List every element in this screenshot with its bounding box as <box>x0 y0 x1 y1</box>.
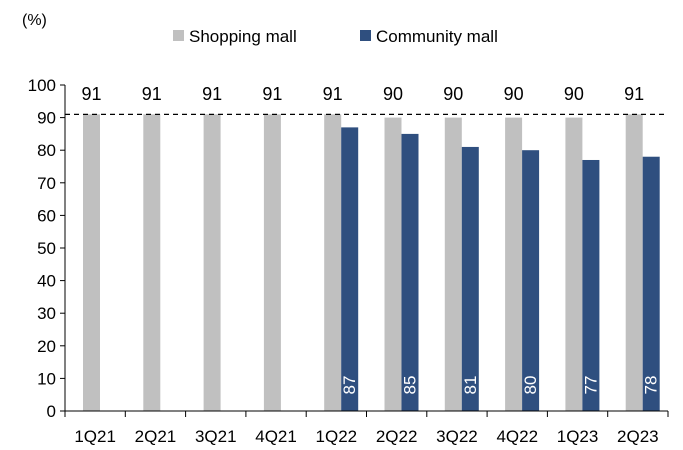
x-tick-label: 4Q22 <box>496 427 538 446</box>
x-tick-label: 2Q23 <box>617 427 659 446</box>
data-label-community-mall: 81 <box>461 376 480 395</box>
bar-shopping-mall <box>83 114 100 411</box>
legend-swatch-community-mall <box>360 30 371 41</box>
data-labels: 91 91 91 91 91 87 90 85 90 81 90 80 90 77 91 78 <box>81 84 660 394</box>
data-label-shopping-mall: 91 <box>323 84 343 104</box>
x-tick-label: 3Q22 <box>436 427 478 446</box>
legend-label-shopping-mall: Shopping mall <box>189 27 297 46</box>
x-axis: 1Q21 2Q21 3Q21 4Q21 1Q22 2Q22 3Q22 4Q22 1Q23 2Q23 <box>64 410 669 446</box>
data-label-shopping-mall: 90 <box>443 84 463 104</box>
y-tick-label: 0 <box>47 402 56 421</box>
bar-shopping-mall <box>565 117 583 411</box>
data-label-shopping-mall: 91 <box>142 84 162 104</box>
y-axis: 0 10 20 30 40 50 60 70 80 90 100 <box>28 76 66 421</box>
bar-shopping-mall <box>505 117 523 411</box>
data-label-shopping-mall: 91 <box>262 84 282 104</box>
bar-shopping-mall <box>384 117 402 411</box>
y-tick-label: 10 <box>37 369 56 388</box>
bar-shopping-mall <box>625 114 643 411</box>
bar-shopping-mall <box>203 114 221 411</box>
data-label-community-mall: 87 <box>340 376 359 395</box>
y-tick-label: 30 <box>37 304 56 323</box>
x-tick-label: 3Q21 <box>195 427 237 446</box>
legend-label-community-mall: Community mall <box>376 27 498 46</box>
bars <box>83 114 660 411</box>
bar-community-mall <box>522 150 540 411</box>
bar-shopping-mall <box>263 114 281 411</box>
bar-community-mall <box>642 156 660 411</box>
data-label-shopping-mall: 91 <box>624 84 644 104</box>
x-tick-label: 2Q21 <box>135 427 177 446</box>
data-label-community-mall: 85 <box>401 376 420 395</box>
bar-community-mall <box>401 133 419 411</box>
bar-shopping-mall <box>444 117 462 411</box>
legend: Shopping mall Community mall <box>173 27 498 46</box>
x-tick-label: 1Q23 <box>557 427 599 446</box>
x-tick-label: 4Q21 <box>255 427 297 446</box>
x-tick-label: 1Q22 <box>316 427 358 446</box>
y-tick-label: 90 <box>37 109 56 128</box>
data-label-shopping-mall: 90 <box>504 84 524 104</box>
data-label-community-mall: 77 <box>581 376 600 395</box>
y-tick-label: 100 <box>28 76 56 95</box>
y-tick-label: 80 <box>37 141 56 160</box>
bar-community-mall <box>582 159 600 411</box>
y-tick-label: 70 <box>37 174 56 193</box>
x-tick-label: 2Q22 <box>376 427 418 446</box>
data-label-community-mall: 78 <box>642 376 661 395</box>
data-label-shopping-mall: 91 <box>202 84 222 104</box>
data-label-shopping-mall: 90 <box>383 84 403 104</box>
bar-shopping-mall <box>143 114 161 411</box>
bar-community-mall <box>341 127 359 411</box>
data-label-shopping-mall: 91 <box>81 84 101 104</box>
y-tick-label: 20 <box>37 337 56 356</box>
y-tick-label: 50 <box>37 239 56 258</box>
y-tick-label: 40 <box>37 272 56 291</box>
data-label-shopping-mall: 90 <box>564 84 584 104</box>
bar-shopping-mall <box>324 114 342 411</box>
unit-label: (%) <box>22 12 47 29</box>
x-tick-label: 1Q21 <box>74 427 116 446</box>
legend-swatch-shopping-mall <box>173 30 184 41</box>
data-label-community-mall: 80 <box>521 376 540 395</box>
bar-community-mall <box>461 146 479 411</box>
y-tick-label: 60 <box>37 206 56 225</box>
